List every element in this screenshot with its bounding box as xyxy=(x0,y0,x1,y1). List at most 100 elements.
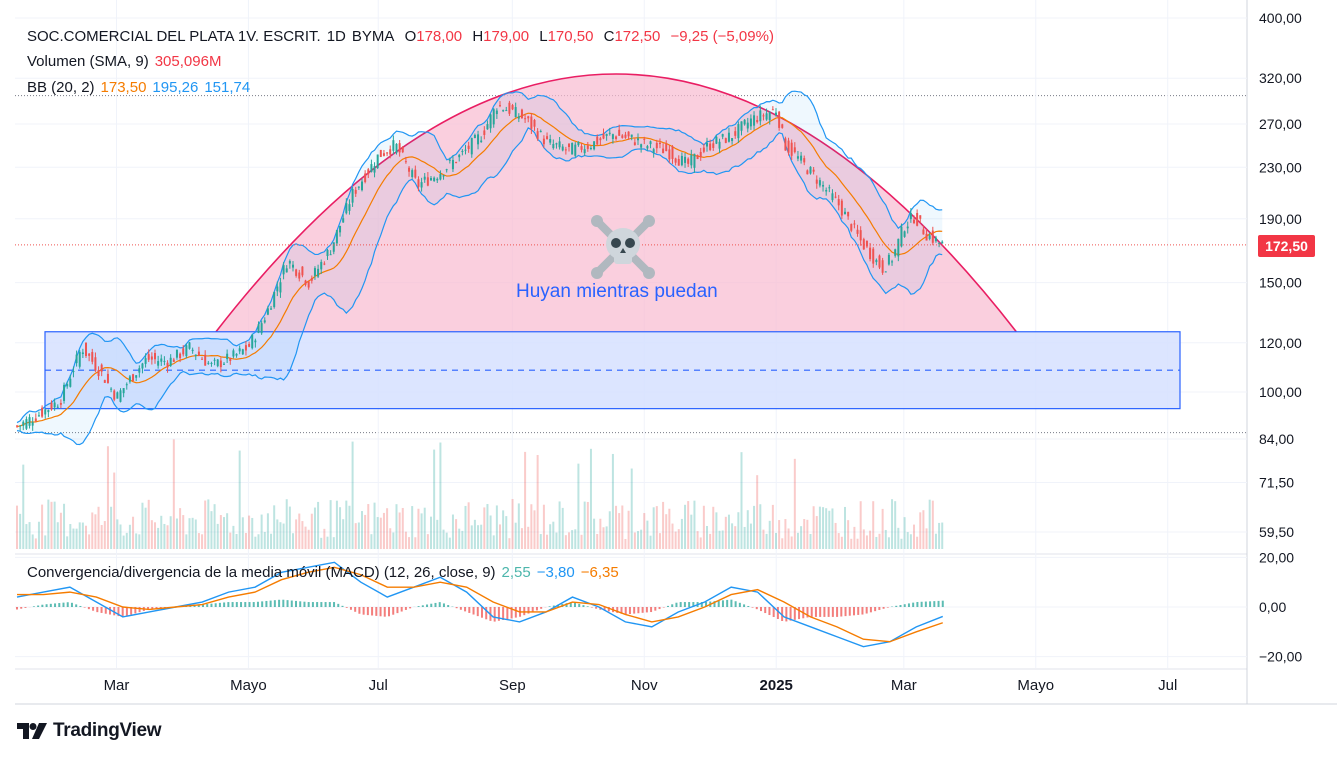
tradingview-logo[interactable]: TradingView xyxy=(17,720,161,742)
candle-body xyxy=(646,146,648,148)
candle-body xyxy=(411,170,413,177)
candle-body xyxy=(226,354,228,359)
macd-histogram-bar xyxy=(874,607,876,611)
candle-body xyxy=(875,260,877,262)
volume-bar xyxy=(828,511,830,549)
candle-body xyxy=(819,180,821,185)
candle-body xyxy=(132,374,134,381)
candle-body xyxy=(468,146,470,149)
candle-body xyxy=(107,374,109,383)
candle-body xyxy=(609,133,611,134)
macd-histogram-bar xyxy=(468,607,470,613)
macd-histogram-bar xyxy=(422,605,424,607)
volume-bar xyxy=(897,528,899,549)
volume-bar xyxy=(891,499,893,549)
candle-body xyxy=(762,115,764,116)
volume-bar xyxy=(88,534,90,549)
interval[interactable]: 1D xyxy=(327,28,346,45)
macd-histogram-bar xyxy=(396,607,398,613)
volume-bar xyxy=(697,531,699,549)
volume-bar xyxy=(493,535,495,549)
macd-histogram-bar xyxy=(836,607,838,617)
macd-histogram-bar xyxy=(587,606,589,607)
macd-histogram-bar xyxy=(265,601,267,607)
volume-bar xyxy=(521,528,523,549)
volume-bar xyxy=(264,532,266,549)
macd-histogram-bar xyxy=(316,602,318,607)
bb-lower-value: 151,74 xyxy=(204,79,250,96)
symbol-name[interactable]: SOC.COMERCIAL DEL PLATA 1V. ESCRIT. xyxy=(27,28,321,45)
candle-body xyxy=(377,155,379,168)
candle-body xyxy=(769,112,771,120)
volume-bar xyxy=(417,509,419,549)
macd-histogram-bar xyxy=(887,607,889,608)
volume-bar xyxy=(461,531,463,549)
candle-body xyxy=(904,231,906,237)
volume-bar xyxy=(835,523,837,549)
macd-histogram-bar xyxy=(823,607,825,617)
candle-body xyxy=(885,271,887,272)
macd-histogram-bar xyxy=(743,604,745,607)
macd-histogram-bar xyxy=(291,601,293,607)
candle-body xyxy=(496,111,498,114)
macd-histogram-bar xyxy=(375,607,377,616)
volume-bar xyxy=(929,500,931,549)
candle-body xyxy=(50,403,52,410)
volume-bar xyxy=(712,507,714,549)
volume-bar xyxy=(123,536,125,549)
macd-histogram-bar xyxy=(71,603,73,607)
macd-histogram-bar xyxy=(633,607,635,614)
volume-bar xyxy=(289,507,291,549)
candle-body xyxy=(477,134,479,144)
candle-body xyxy=(110,389,112,390)
volume-bar xyxy=(781,538,783,549)
candle-body xyxy=(593,141,595,149)
volume-bar xyxy=(160,516,162,549)
volume-bar xyxy=(869,531,871,549)
macd-histogram-bar xyxy=(443,603,445,607)
macd-histogram-bar xyxy=(219,603,221,607)
last-price-tag: 172,50 xyxy=(1258,235,1315,257)
volume-bar xyxy=(323,529,325,549)
volume-bar xyxy=(342,519,344,549)
candle-body xyxy=(703,148,705,152)
candle-body xyxy=(838,199,840,205)
candle-body xyxy=(317,269,319,277)
candle-body xyxy=(204,355,206,366)
volume-bar xyxy=(568,532,570,549)
candle-body xyxy=(926,234,928,241)
candle-body xyxy=(518,116,520,118)
macd-label: Convergencia/divergencia de la media móv… xyxy=(27,564,496,581)
candle-body xyxy=(417,179,419,187)
volume-bar xyxy=(113,473,115,549)
candle-body xyxy=(173,360,175,362)
macd-legend[interactable]: Convergencia/divergencia de la media móv… xyxy=(27,564,625,581)
candle-body xyxy=(866,241,868,247)
macd-histogram-bar xyxy=(921,602,923,607)
volume-bar xyxy=(490,515,492,549)
volume-bar xyxy=(141,503,143,549)
candle-body xyxy=(192,350,194,351)
volume-bar xyxy=(452,515,454,549)
volume-bar xyxy=(665,514,667,549)
volume-bar xyxy=(188,518,190,549)
candle-body xyxy=(374,166,376,172)
annotation-text[interactable]: Huyan mientras puedan xyxy=(516,281,718,303)
volume-bar xyxy=(486,504,488,549)
macd-histogram-bar xyxy=(350,607,352,610)
volume-bar xyxy=(217,524,219,549)
legend-volume-line[interactable]: Volumen (SMA, 9)305,096M xyxy=(27,53,227,70)
candle-body xyxy=(113,391,115,400)
time-tick-label: Mar xyxy=(104,677,130,694)
volume-bar xyxy=(766,534,768,549)
volume-bar xyxy=(101,525,103,549)
volume-bar xyxy=(530,504,532,549)
candle-body xyxy=(831,193,833,200)
volume-bar xyxy=(737,512,739,549)
candle-body xyxy=(709,144,711,150)
candle-body xyxy=(308,281,310,287)
candle-body xyxy=(29,417,31,426)
candle-body xyxy=(163,361,165,362)
volume-bar xyxy=(192,518,194,549)
